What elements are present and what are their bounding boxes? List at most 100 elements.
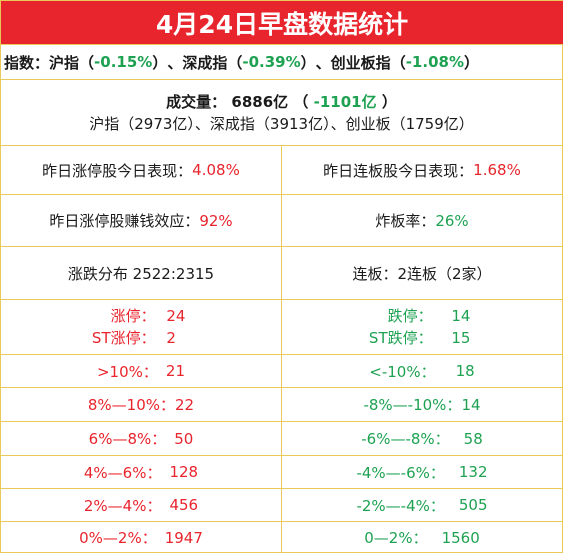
range-down-value: 58	[463, 429, 483, 448]
limit-up-value: 24	[166, 307, 186, 325]
yesterday-limit-up-value: 4.08%	[192, 161, 240, 179]
range-up-cell: 2%—4%： 456	[1, 489, 282, 521]
volume-breakdown: 沪指（2973亿）、深成指（3913亿）、创业板（1759亿）	[89, 114, 474, 133]
range-down-cell: 0—2%： 1560	[282, 522, 562, 553]
range-down-value: 132	[458, 463, 488, 481]
st-limit-down-line: ST跌停： 15	[343, 327, 502, 349]
range-up-label: 2%—4%：	[83, 496, 162, 515]
yesterday-consecutive-value: 1.68%	[473, 161, 521, 179]
paren-open: （	[227, 53, 243, 72]
range-down-cell: -4%—-6%： 132	[282, 456, 562, 488]
volume-row: 成交量： 6886亿 （ -1101亿 ） 沪指（2973亿）、深成指（3913…	[1, 79, 562, 145]
range-row-6-8: 6%—8%： 50 -6%—-8%： 58	[1, 421, 562, 455]
range-up-cell: 4%—6%： 128	[1, 456, 282, 488]
separator: 、	[315, 53, 331, 72]
range-up-label: 0%—2%：	[79, 529, 157, 547]
range-up-value: 21	[165, 362, 185, 380]
separator: 、	[167, 53, 183, 72]
yesterday-performance-row: 昨日涨停股今日表现： 4.08% 昨日连板股今日表现： 1.68%	[1, 145, 562, 194]
sz-index-change: -0.39%	[242, 53, 301, 71]
range-row-2-4: 2%—4%： 456 -2%—-4%： 505	[1, 488, 562, 521]
paren-open: （	[390, 53, 406, 72]
limit-down-line: 跌停： 14	[343, 305, 502, 327]
yesterday-consecutive-label: 昨日连板股今日表现：	[323, 161, 474, 180]
range-down-value: 18	[455, 362, 475, 380]
volume-label: 成交量：	[166, 92, 227, 111]
range-up-value: 22	[175, 395, 195, 414]
range-up-cell: 0%—2%： 1947	[1, 522, 282, 553]
range-up-label: 6%—8%：	[88, 430, 167, 448]
indices-summary: 指数： 沪指 （ -0.15% ） 、 深成指 （ -0.39% ） 、 创业板…	[1, 45, 562, 79]
distribution-row: 涨跌分布 2522:2315 连板：2连板（2家）	[1, 246, 562, 299]
range-down-label: <-10%：	[369, 362, 436, 381]
page-title: 4月24日早盘数据统计	[1, 1, 563, 44]
indices-label: 指数：	[4, 53, 50, 72]
rise-fall-distribution: 涨跌分布 2522:2315	[1, 247, 282, 299]
range-up-label: 8%—10%：	[87, 396, 176, 414]
profit-effect-row: 昨日涨停股赚钱效应： 92% 炸板率： 26%	[1, 194, 562, 246]
paren-open: （	[293, 92, 309, 111]
range-down-label: -4%—-6%：	[356, 463, 445, 482]
range-down-cell: -6%—-8%： 58	[282, 422, 562, 455]
st-limit-up-label: ST涨停：	[91, 329, 156, 347]
range-down-label: 0—2%：	[364, 529, 428, 547]
cy-index-change: -1.08%	[405, 53, 464, 71]
volume-summary: 成交量： 6886亿 （ -1101亿 ） 沪指（2973亿）、深成指（3913…	[1, 80, 562, 145]
range-up-value: 1947	[164, 528, 203, 547]
limit-down-value: 14	[451, 307, 471, 325]
range-up-value: 128	[169, 463, 199, 481]
st-limit-up-line: ST涨停： 2	[66, 327, 217, 349]
range-row-10: >10%： 21 <-10%： 18	[1, 354, 562, 387]
range-down-cell: <-10%： 18	[282, 355, 562, 387]
profit-effect-label: 昨日涨停股赚钱效应：	[49, 212, 200, 230]
blowup-rate-label: 炸板率：	[375, 212, 436, 230]
range-down-label: -8%—-10%：	[363, 396, 462, 414]
limit-down-cell: 跌停： 14 ST跌停： 15	[282, 300, 562, 354]
range-up-cell: 6%—8%： 50	[1, 422, 282, 455]
profit-effect-value: 92%	[199, 211, 233, 230]
range-down-cell: -8%—-10%： 14	[282, 388, 562, 421]
range-down-cell: -2%—-4%： 505	[282, 489, 562, 521]
sz-index-name: 深成指	[182, 53, 228, 72]
range-up-cell: >10%： 21	[1, 355, 282, 387]
blowup-rate-value: 26%	[435, 211, 469, 230]
range-up-value: 456	[169, 496, 199, 514]
yesterday-limit-up-label: 昨日涨停股今日表现：	[42, 161, 193, 180]
paren-close: ）	[463, 53, 479, 72]
range-up-value: 50	[174, 429, 194, 448]
limit-up-line: 涨停： 24	[66, 305, 217, 327]
sh-index-change: -0.15%	[94, 53, 153, 71]
paren-close: ）	[381, 92, 397, 111]
range-down-value: 14	[461, 395, 481, 414]
range-up-label: 4%—6%：	[83, 463, 162, 482]
paren-close: ）	[300, 53, 316, 72]
indices-row: 指数： 沪指 （ -0.15% ） 、 深成指 （ -0.39% ） 、 创业板…	[1, 44, 562, 79]
st-limit-up-value: 2	[166, 329, 176, 347]
paren-open: （	[79, 53, 95, 72]
range-up-cell: 8%—10%： 22	[1, 388, 282, 421]
limit-row: 涨停： 24 ST涨停： 2 跌停： 14 ST跌停： 15	[1, 299, 562, 354]
volume-total: 6886亿	[231, 92, 289, 111]
range-row-8-10: 8%—10%： 22 -8%—-10%： 14	[1, 387, 562, 421]
range-row-0-2: 0%—2%： 1947 0—2%： 1560	[1, 521, 562, 553]
sh-index-name: 沪指	[49, 53, 80, 72]
blowup-rate-cell: 炸板率： 26%	[282, 195, 562, 246]
range-up-label: >10%：	[96, 362, 158, 381]
range-row-4-6: 4%—6%： 128 -4%—-6%： 132	[1, 455, 562, 488]
range-down-label: -2%—-4%：	[356, 496, 445, 515]
yesterday-limit-up-cell: 昨日涨停股今日表现： 4.08%	[1, 146, 282, 194]
limit-down-label: 跌停：	[387, 307, 433, 325]
volume-total-line: 成交量： 6886亿 （ -1101亿 ）	[166, 91, 397, 113]
st-limit-down-value: 15	[451, 329, 471, 347]
range-down-value: 1560	[441, 528, 480, 547]
st-limit-down-label: ST跌停：	[368, 329, 433, 347]
yesterday-consecutive-cell: 昨日连板股今日表现： 1.68%	[282, 146, 562, 194]
limit-up-label: 涨停：	[110, 307, 156, 325]
consecutive-boards: 连板：2连板（2家）	[352, 264, 492, 283]
limit-up-cell: 涨停： 24 ST涨停： 2	[1, 300, 282, 354]
paren-close: ）	[152, 53, 168, 72]
profit-effect-cell: 昨日涨停股赚钱效应： 92%	[1, 195, 282, 246]
volume-change: -1101亿	[313, 92, 377, 111]
range-down-label: -6%—-8%：	[361, 430, 450, 448]
